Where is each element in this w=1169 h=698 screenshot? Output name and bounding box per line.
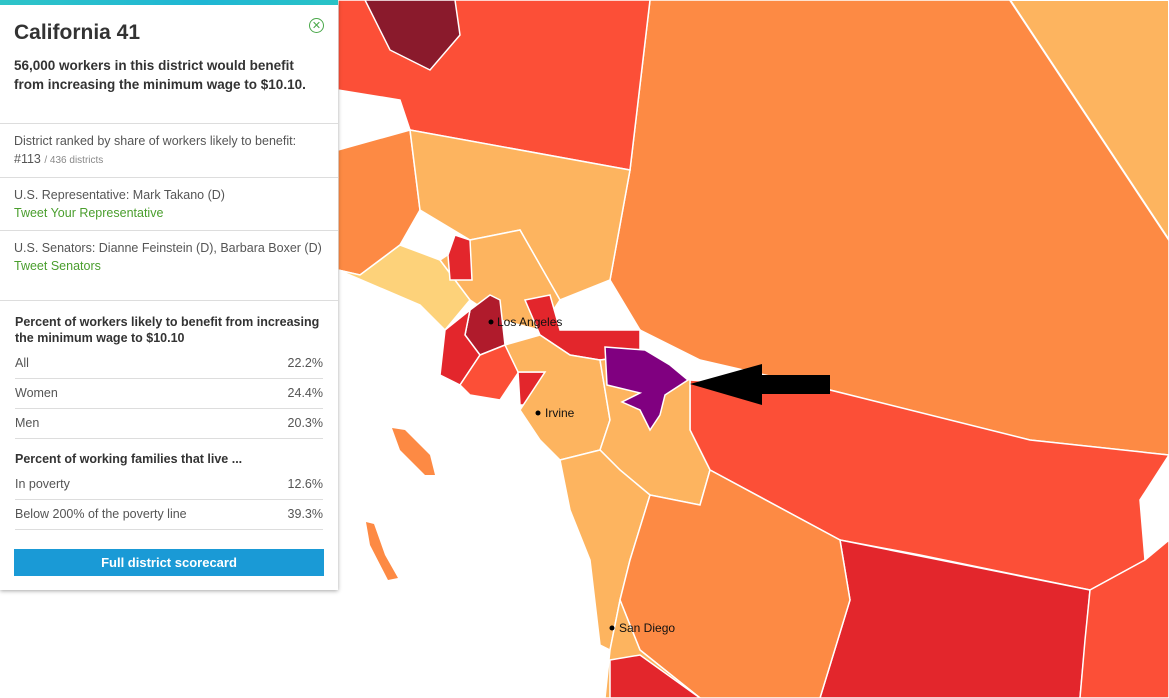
city-label-los-angeles: Los Angeles xyxy=(497,315,562,329)
stat-label: Women xyxy=(15,386,58,400)
stat-value: 12.6% xyxy=(287,477,323,491)
families-heading: Percent of working families that live ..… xyxy=(15,452,243,466)
island-1 xyxy=(392,428,435,475)
rank-section: District ranked by share of workers like… xyxy=(0,123,338,177)
district-north-dark[interactable] xyxy=(364,0,461,71)
workers-section-divider xyxy=(0,300,338,301)
stat-label: Men xyxy=(15,416,40,430)
district-la-red-1[interactable] xyxy=(447,234,473,281)
stat-row-men: Men 20.3% xyxy=(15,408,323,439)
city-label-san-diego: San Diego xyxy=(619,621,675,635)
district-headline: 56,000 workers in this district would be… xyxy=(14,58,306,92)
senators-section: U.S. Senators: Dianne Feinstein (D), Bar… xyxy=(0,230,338,300)
stat-row-women: Women 24.4% xyxy=(15,378,323,409)
panel-top-bar xyxy=(0,0,338,5)
representative-section: U.S. Representative: Mark Takano (D) Twe… xyxy=(0,177,338,230)
city-label-irvine: Irvine xyxy=(545,406,575,420)
district-info-panel: ✕ California 41 56,000 workers in this d… xyxy=(0,0,338,590)
district-sd-inland[interactable] xyxy=(619,468,851,698)
stat-label: Below 200% of the poverty line xyxy=(15,507,187,521)
tweet-representative-link[interactable]: Tweet Your Representative xyxy=(14,206,164,220)
rank-line: #113 / 436 districts xyxy=(14,150,324,170)
stat-value: 24.4% xyxy=(287,386,323,400)
stat-row-below-200: Below 200% of the poverty line 39.3% xyxy=(15,499,323,530)
tweet-senators-link[interactable]: Tweet Senators xyxy=(14,259,101,273)
rank-of-total: / 436 districts xyxy=(44,155,104,166)
district-title: California 41 xyxy=(14,21,141,44)
stat-value: 22.2% xyxy=(287,356,323,370)
island-2 xyxy=(366,522,398,580)
stat-label: All xyxy=(15,356,29,370)
rank-value: #113 xyxy=(14,152,41,166)
stat-value: 39.3% xyxy=(287,507,323,521)
stat-value: 20.3% xyxy=(287,416,323,430)
stat-row-all: All 22.2% xyxy=(15,348,323,379)
black-arrow-icon xyxy=(690,364,830,405)
close-circle-icon[interactable]: ✕ xyxy=(309,18,324,33)
district-northeast-corner[interactable] xyxy=(1008,0,1169,242)
stat-row-in-poverty: In poverty 12.6% xyxy=(15,469,323,500)
district-sd-red[interactable] xyxy=(609,654,702,698)
district-southeast-corner[interactable] xyxy=(1079,539,1169,698)
city-dot-san-diego xyxy=(609,625,615,631)
city-dot-irvine xyxy=(535,410,541,416)
full-scorecard-button[interactable]: Full district scorecard xyxy=(14,549,324,576)
stat-label: In poverty xyxy=(15,477,70,491)
senators-label: U.S. Senators: Dianne Feinstein (D), Bar… xyxy=(14,241,322,255)
district-california-41-selected[interactable] xyxy=(604,346,690,432)
rank-label: District ranked by share of workers like… xyxy=(14,134,297,148)
city-dot-los-angeles xyxy=(488,319,494,325)
workers-heading: Percent of workers likely to benefit fro… xyxy=(15,315,320,345)
representative-label: U.S. Representative: Mark Takano (D) xyxy=(14,188,225,202)
